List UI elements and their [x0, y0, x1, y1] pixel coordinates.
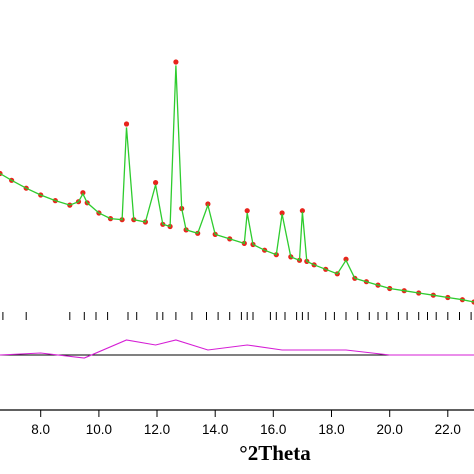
observed-point [244, 208, 250, 214]
x-tick-label: 10.0 [86, 422, 112, 437]
observed-point [299, 208, 305, 214]
observed-point [173, 59, 179, 65]
difference-curve [0, 339, 474, 359]
x-tick-label: 16.0 [260, 422, 286, 437]
observed-series [0, 59, 474, 305]
observed-point [279, 210, 285, 216]
calculated-profile-line [0, 65, 474, 303]
reflection-markers [2, 312, 472, 320]
observed-point [123, 121, 130, 127]
x-tick-label: 14.0 [202, 422, 228, 437]
x-tick-label: 12.0 [144, 422, 170, 437]
observed-point [153, 180, 159, 186]
x-tick-label: 8.0 [31, 422, 50, 437]
x-axis-title: °2Theta [239, 441, 311, 465]
x-tick-label: 18.0 [318, 422, 344, 437]
x-tick-label: 20.0 [377, 422, 403, 437]
x-axis-ticks: 8.0 10.0 12.0 14.0 16.0 18.0 20.0 22.0 [31, 410, 461, 437]
x-tick-label: 22.0 [435, 422, 461, 437]
